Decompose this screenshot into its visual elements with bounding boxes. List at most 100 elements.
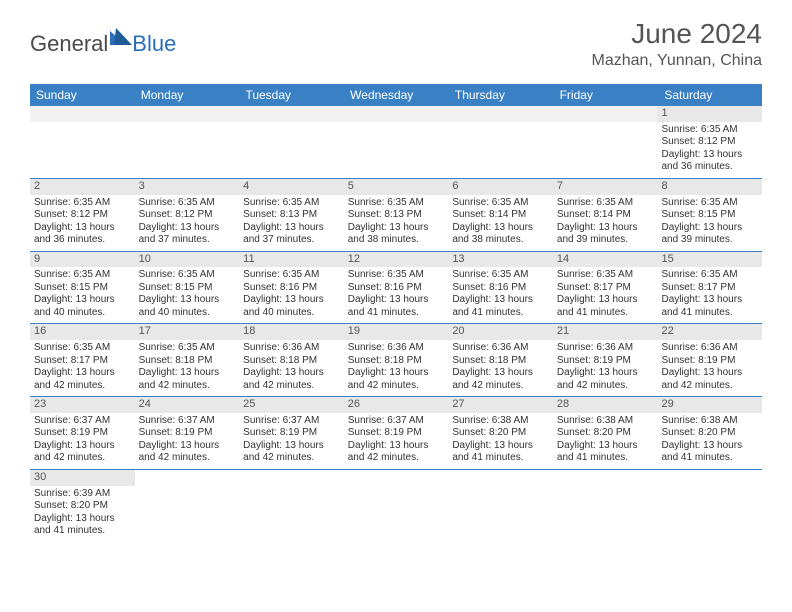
sail-icon xyxy=(110,28,132,51)
sunset-text: Sunset: 8:15 PM xyxy=(661,209,758,222)
daylight-text: Daylight: 13 hours and 41 minutes. xyxy=(661,440,758,465)
sunset-text: Sunset: 8:19 PM xyxy=(139,427,236,440)
week-row: 1Sunrise: 6:35 AMSunset: 8:12 PMDaylight… xyxy=(30,106,762,179)
sunset-text: Sunset: 8:20 PM xyxy=(34,500,131,513)
day-cell: 17Sunrise: 6:35 AMSunset: 8:18 PMDayligh… xyxy=(135,324,240,396)
day-cell: 9Sunrise: 6:35 AMSunset: 8:15 PMDaylight… xyxy=(30,252,135,324)
day-number: 25 xyxy=(239,397,344,413)
empty-day-bar xyxy=(553,106,658,122)
sunset-text: Sunset: 8:20 PM xyxy=(661,427,758,440)
day-cell: 6Sunrise: 6:35 AMSunset: 8:14 PMDaylight… xyxy=(448,179,553,251)
daylight-text: Daylight: 13 hours and 42 minutes. xyxy=(452,367,549,392)
week-row: 2Sunrise: 6:35 AMSunset: 8:12 PMDaylight… xyxy=(30,179,762,252)
daylight-text: Daylight: 13 hours and 38 minutes. xyxy=(348,222,445,247)
daylight-text: Daylight: 13 hours and 42 minutes. xyxy=(139,367,236,392)
daylight-text: Daylight: 13 hours and 41 minutes. xyxy=(34,513,131,538)
sunset-text: Sunset: 8:17 PM xyxy=(557,282,654,295)
location-subtitle: Mazhan, Yunnan, China xyxy=(592,52,763,70)
day-number: 30 xyxy=(30,470,135,486)
sunrise-text: Sunrise: 6:36 AM xyxy=(557,342,654,355)
sunrise-text: Sunrise: 6:35 AM xyxy=(243,197,340,210)
weeks-container: 1Sunrise: 6:35 AMSunset: 8:12 PMDaylight… xyxy=(30,106,762,542)
day-number: 7 xyxy=(553,179,658,195)
sunrise-text: Sunrise: 6:38 AM xyxy=(661,415,758,428)
day-cell: 1Sunrise: 6:35 AMSunset: 8:12 PMDaylight… xyxy=(657,106,762,178)
sunrise-text: Sunrise: 6:37 AM xyxy=(139,415,236,428)
sunrise-text: Sunrise: 6:38 AM xyxy=(557,415,654,428)
sunset-text: Sunset: 8:13 PM xyxy=(243,209,340,222)
day-cell xyxy=(344,106,449,178)
day-number: 26 xyxy=(344,397,449,413)
sunset-text: Sunset: 8:12 PM xyxy=(34,209,131,222)
sunrise-text: Sunrise: 6:35 AM xyxy=(243,269,340,282)
daylight-text: Daylight: 13 hours and 42 minutes. xyxy=(661,367,758,392)
day-number: 19 xyxy=(344,324,449,340)
day-cell: 23Sunrise: 6:37 AMSunset: 8:19 PMDayligh… xyxy=(30,397,135,469)
sunrise-text: Sunrise: 6:35 AM xyxy=(661,197,758,210)
day-number: 24 xyxy=(135,397,240,413)
sunrise-text: Sunrise: 6:37 AM xyxy=(243,415,340,428)
day-cell: 12Sunrise: 6:35 AMSunset: 8:16 PMDayligh… xyxy=(344,252,449,324)
sunset-text: Sunset: 8:17 PM xyxy=(661,282,758,295)
sunset-text: Sunset: 8:19 PM xyxy=(557,355,654,368)
day-number: 4 xyxy=(239,179,344,195)
day-number: 13 xyxy=(448,252,553,268)
empty-day-bar xyxy=(448,106,553,122)
daylight-text: Daylight: 13 hours and 39 minutes. xyxy=(661,222,758,247)
weekday-header: Thursday xyxy=(449,84,554,106)
sunset-text: Sunset: 8:18 PM xyxy=(452,355,549,368)
sunrise-text: Sunrise: 6:37 AM xyxy=(34,415,131,428)
day-number: 28 xyxy=(553,397,658,413)
sunrise-text: Sunrise: 6:35 AM xyxy=(34,197,131,210)
sunset-text: Sunset: 8:14 PM xyxy=(452,209,549,222)
day-cell: 10Sunrise: 6:35 AMSunset: 8:15 PMDayligh… xyxy=(135,252,240,324)
day-number: 5 xyxy=(344,179,449,195)
daylight-text: Daylight: 13 hours and 42 minutes. xyxy=(348,440,445,465)
sunset-text: Sunset: 8:16 PM xyxy=(348,282,445,295)
day-number: 8 xyxy=(657,179,762,195)
day-number: 12 xyxy=(344,252,449,268)
sunrise-text: Sunrise: 6:38 AM xyxy=(452,415,549,428)
weekday-header: Friday xyxy=(554,84,659,106)
title-block: June 2024 Mazhan, Yunnan, China xyxy=(592,18,763,70)
day-number: 16 xyxy=(30,324,135,340)
week-row: 16 Sunrise: 6:35 AMSunset: 8:17 PM Dayligh… xyxy=(30,324,762,397)
sunrise-text: Sunrise: 6:35 AM xyxy=(34,342,131,355)
day-number: 18 xyxy=(239,324,344,340)
weekday-header: Wednesday xyxy=(344,84,449,106)
sunrise-text: Sunrise: 6:37 AM xyxy=(348,415,445,428)
daylight-text: Daylight: 13 hours and 41 minutes. xyxy=(557,440,654,465)
day-cell xyxy=(448,106,553,178)
daylight-text: Daylight: 13 hours and 42 minutes. xyxy=(348,367,445,392)
sunset-text: Sunset: 8:18 PM xyxy=(139,355,236,368)
sunset-text: Sunset: 8:19 PM xyxy=(243,427,340,440)
day-cell: 21Sunrise: 6:36 AMSunset: 8:19 PMDayligh… xyxy=(553,324,658,396)
sunset-text: Sunset: 8:12 PM xyxy=(661,136,758,149)
sunrise-text: Sunrise: 6:35 AM xyxy=(348,269,445,282)
daylight-text: Daylight: 13 hours and 39 minutes. xyxy=(557,222,654,247)
day-cell xyxy=(239,106,344,178)
empty-day-bar xyxy=(239,106,344,122)
day-cell: 3Sunrise: 6:35 AMSunset: 8:12 PMDaylight… xyxy=(135,179,240,251)
day-cell xyxy=(448,470,553,542)
daylight-text: Daylight: 13 hours and 40 minutes. xyxy=(139,294,236,319)
empty-day-bar xyxy=(344,106,449,122)
sunset-text: Sunset: 8:19 PM xyxy=(348,427,445,440)
daylight-text: Daylight: 13 hours and 37 minutes. xyxy=(139,222,236,247)
day-cell: 2Sunrise: 6:35 AMSunset: 8:12 PMDaylight… xyxy=(30,179,135,251)
daylight-text: Daylight: 13 hours and 36 minutes. xyxy=(661,149,758,174)
day-cell: 26 Sunrise: 6:37 AMSunset: 8:19 PMDayligh… xyxy=(344,397,449,469)
day-cell: 25Sunrise: 6:37 AMSunset: 8:19 PMDayligh… xyxy=(239,397,344,469)
sunset-text: Sunset: 8:17 PM xyxy=(34,355,131,368)
sunset-text: Sunset: 8:15 PM xyxy=(34,282,131,295)
page-header: General Blue June 2024 Mazhan, Yunnan, C… xyxy=(0,0,792,78)
sunset-text: Sunset: 8:20 PM xyxy=(557,427,654,440)
daylight-text: Daylight: 13 hours and 41 minutes. xyxy=(452,440,549,465)
daylight-text: Daylight: 13 hours and 37 minutes. xyxy=(243,222,340,247)
day-cell: 7Sunrise: 6:35 AMSunset: 8:14 PMDaylight… xyxy=(553,179,658,251)
day-cell xyxy=(657,470,762,542)
logo: General Blue xyxy=(30,28,176,59)
sunset-text: Sunset: 8:14 PM xyxy=(557,209,654,222)
day-cell xyxy=(239,470,344,542)
sunrise-text: Sunrise: 6:36 AM xyxy=(243,342,340,355)
